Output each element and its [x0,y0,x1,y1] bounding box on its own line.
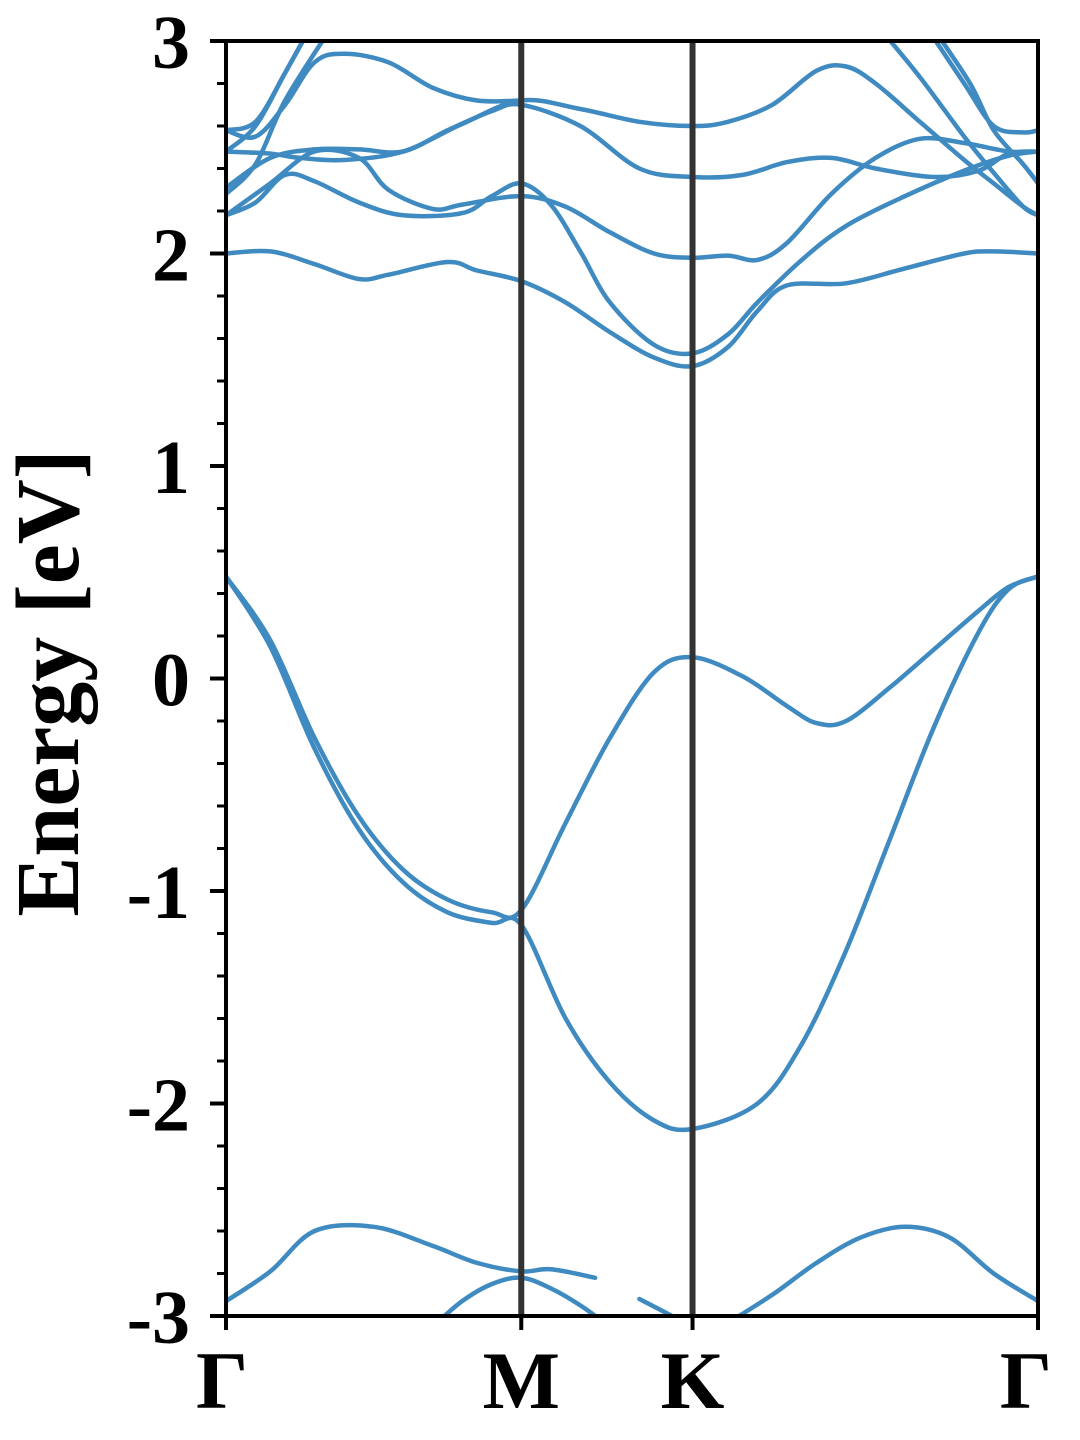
y-tick-label: 3 [152,1,190,85]
band-line [226,248,1038,369]
band-line [887,41,1038,218]
band-line [226,135,1038,263]
band-line [226,101,1038,190]
band-line [734,1224,1038,1316]
band-line [637,1296,677,1316]
band-line [939,41,1038,186]
y-tick-label: 2 [152,214,190,298]
y-tick-label: -1 [127,851,190,935]
k-point-label: Γ [196,1335,248,1426]
y-tick-label: -2 [127,1064,190,1148]
band-line [226,149,1038,357]
band-line [226,1222,598,1304]
band-lines [226,41,1038,1316]
y-axis-title: Energy [eV] [0,449,98,916]
band-line [226,41,326,197]
y-tick-label: -3 [127,1276,190,1360]
k-point-dividers [224,41,1040,1330]
band-line [226,51,524,140]
k-point-label: Γ [1000,1335,1052,1426]
band-line [226,574,1038,1133]
y-tick-labels: 3 2 1 0 -1 -2 -3 [127,1,190,1360]
k-point-label: M [483,1335,560,1426]
y-tick-label: 0 [152,639,190,723]
plot-frame [224,39,1040,1318]
band-line [226,41,306,154]
band-line [226,63,1038,218]
k-point-label: K [661,1335,725,1426]
y-major-ticks [210,39,226,1318]
band-line [226,574,1038,921]
y-tick-label: 1 [152,426,190,510]
